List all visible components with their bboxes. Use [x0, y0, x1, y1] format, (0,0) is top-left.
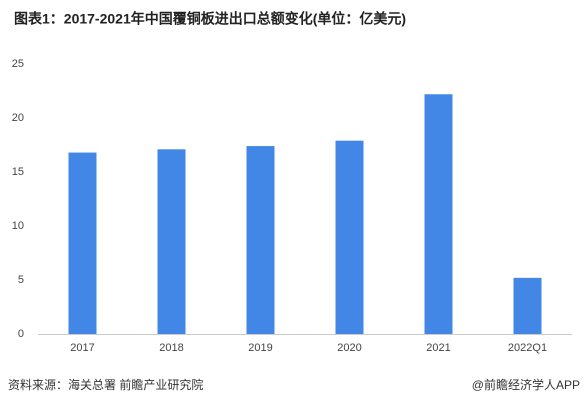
bar [157, 149, 186, 334]
y-tick-label: 25 [12, 58, 24, 70]
y-tick-label: 15 [12, 166, 24, 178]
x-tick-label: 2022Q1 [508, 342, 547, 354]
bar [246, 146, 275, 334]
x-tick-label: 2017 [70, 342, 94, 354]
bar [335, 140, 364, 334]
x-tick-label: 2018 [159, 342, 183, 354]
x-tick-label: 2020 [337, 342, 361, 354]
source: 资料来源：海关总署 前瞻产业研究院 [8, 377, 203, 392]
y-tick-label: 0 [18, 328, 24, 340]
x-tick-label: 2019 [248, 342, 272, 354]
y-tick-label: 10 [12, 220, 24, 232]
bar [513, 277, 542, 334]
y-tick-label: 5 [18, 274, 24, 286]
credit: @前瞻经济学人APP [472, 377, 580, 392]
bar [424, 94, 453, 335]
x-tick-label: 2021 [426, 342, 450, 354]
y-tick-label: 20 [12, 112, 24, 124]
chart-title: 图表1：2017-2021年中国覆铜板进出口总额变化(单位：亿美元) [14, 11, 406, 27]
bar [68, 152, 97, 334]
